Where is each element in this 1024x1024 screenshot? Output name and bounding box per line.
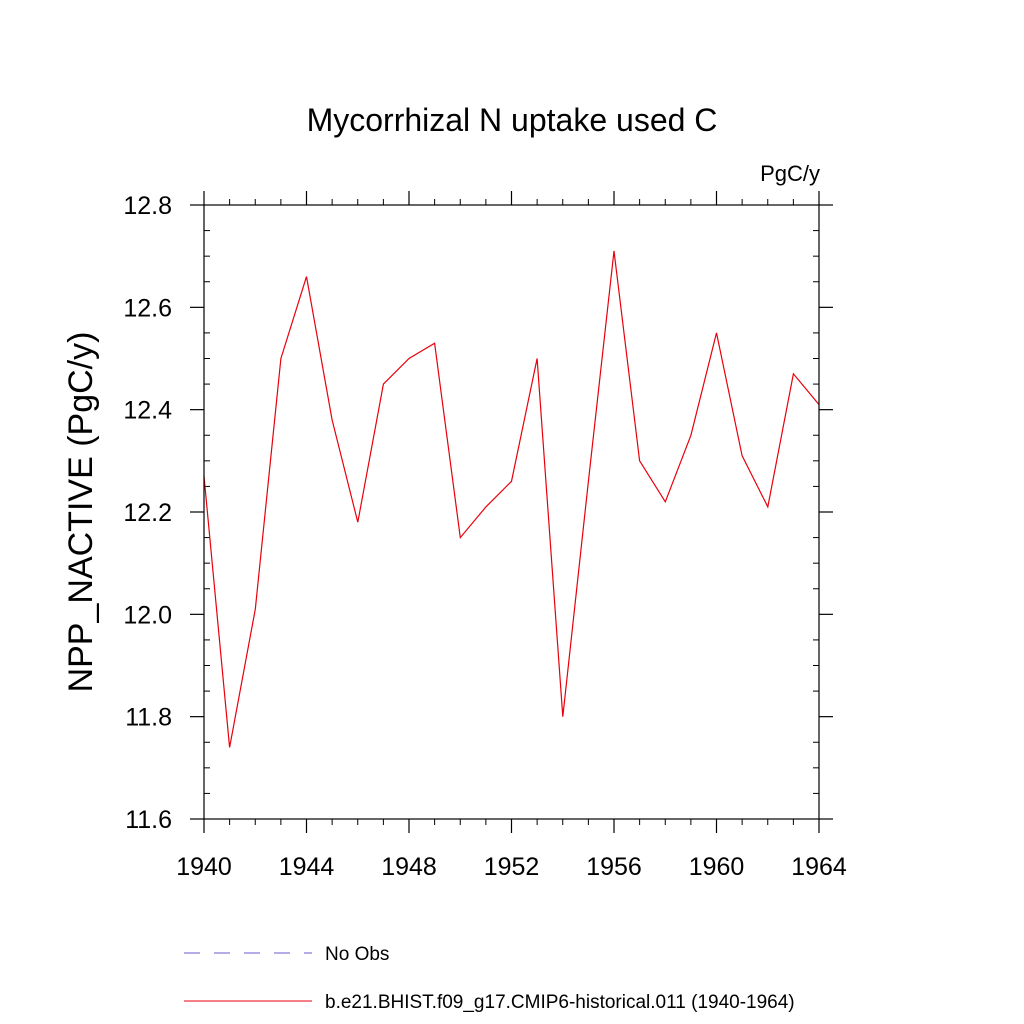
- plot-frame: [203, 204, 820, 820]
- x-tick-label: 1940: [176, 853, 232, 881]
- y-tick-label: 12.0: [123, 601, 172, 629]
- x-tick-label: 1944: [279, 853, 335, 881]
- axis-ticks: [190, 191, 833, 833]
- legend-label: b.e21.BHIST.f09_g17.CMIP6-historical.011…: [325, 992, 795, 1013]
- series-line: [203, 250, 820, 748]
- y-tick-label: 11.8: [125, 704, 172, 732]
- x-tick-label: 1948: [381, 853, 437, 881]
- x-tick-label: 1952: [484, 853, 540, 881]
- y-tick-label: 12.4: [123, 397, 172, 425]
- units-label: PgC/y: [760, 161, 820, 186]
- x-tick-label: 1964: [791, 853, 847, 881]
- axis-tick-labels: 1940 1944 1948 1952 1956 1960 1964 11.6 11.8 12.0…: [123, 192, 847, 881]
- y-tick-label: 11.6: [125, 806, 172, 834]
- plot-series: [203, 250, 820, 748]
- chart-title: Mycorrhizal N uptake used C: [307, 102, 718, 138]
- x-tick-label: 1960: [689, 853, 745, 881]
- y-axis-label: NPP_NACTIVE (PgC/y): [62, 332, 100, 693]
- x-tick-label: 1956: [586, 853, 642, 881]
- y-tick-label: 12.2: [123, 499, 172, 527]
- legend-label: No Obs: [325, 944, 389, 965]
- y-tick-label: 12.6: [123, 294, 172, 322]
- y-tick-label: 12.8: [123, 192, 172, 220]
- legend: No Obs b.e21.BHIST.f09_g17.CMIP6-historic…: [184, 944, 795, 1013]
